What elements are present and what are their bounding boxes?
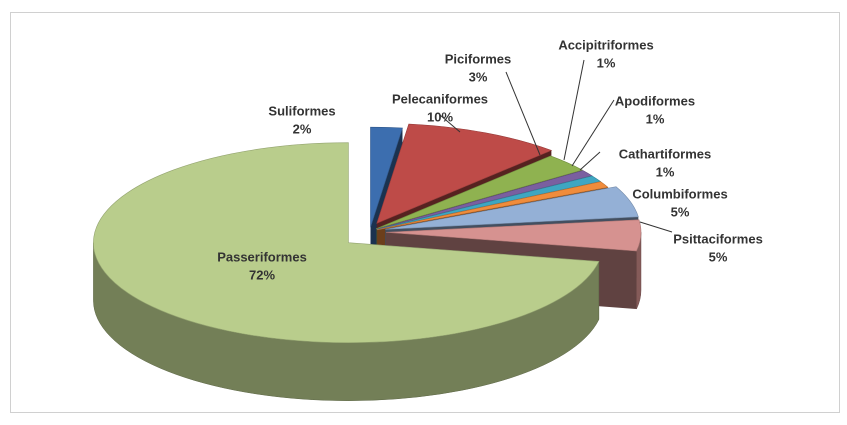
slice-value-label: 1% [656, 164, 675, 179]
slice-label: Psittaciformes [673, 231, 763, 246]
labels: Suliformes 2% Pelecaniformes 10% Piciformes 3… [217, 37, 763, 282]
slice-label: Columbiformes [632, 186, 727, 201]
leader-line [439, 114, 461, 133]
slice [385, 186, 639, 230]
slice-label: Piciformes [445, 51, 511, 66]
slice-label: Cathartiformes [619, 146, 711, 161]
leader-line [505, 71, 541, 156]
leader-line [563, 59, 585, 161]
slice-value-label: 3% [469, 69, 488, 84]
slice [375, 155, 584, 230]
slice-value-label: 10% [427, 109, 453, 124]
slice [376, 170, 593, 230]
slice [93, 142, 600, 343]
slice-value-label: 5% [709, 249, 728, 264]
slice-label: Accipitriformes [558, 37, 653, 52]
slice-label: Suliformes [268, 103, 335, 118]
leader-line [579, 151, 601, 171]
slice-value-label: 2% [293, 121, 312, 136]
slice [377, 181, 609, 231]
slice-label: Pelecaniformes [392, 91, 488, 106]
slice-label: Passeriformes [217, 249, 307, 264]
slice-value-label: 5% [671, 204, 690, 219]
slice [370, 126, 403, 228]
slice-label: Apodiformes [615, 93, 695, 108]
slice-value-label: 1% [646, 111, 665, 126]
slice-value-label: 72% [249, 267, 275, 282]
slice [385, 219, 642, 252]
leader-line [639, 221, 673, 233]
slice-tops [93, 123, 642, 343]
slice [376, 123, 553, 224]
slice-value-label: 1% [597, 55, 616, 70]
slice [376, 175, 602, 230]
leader-line [571, 99, 615, 167]
